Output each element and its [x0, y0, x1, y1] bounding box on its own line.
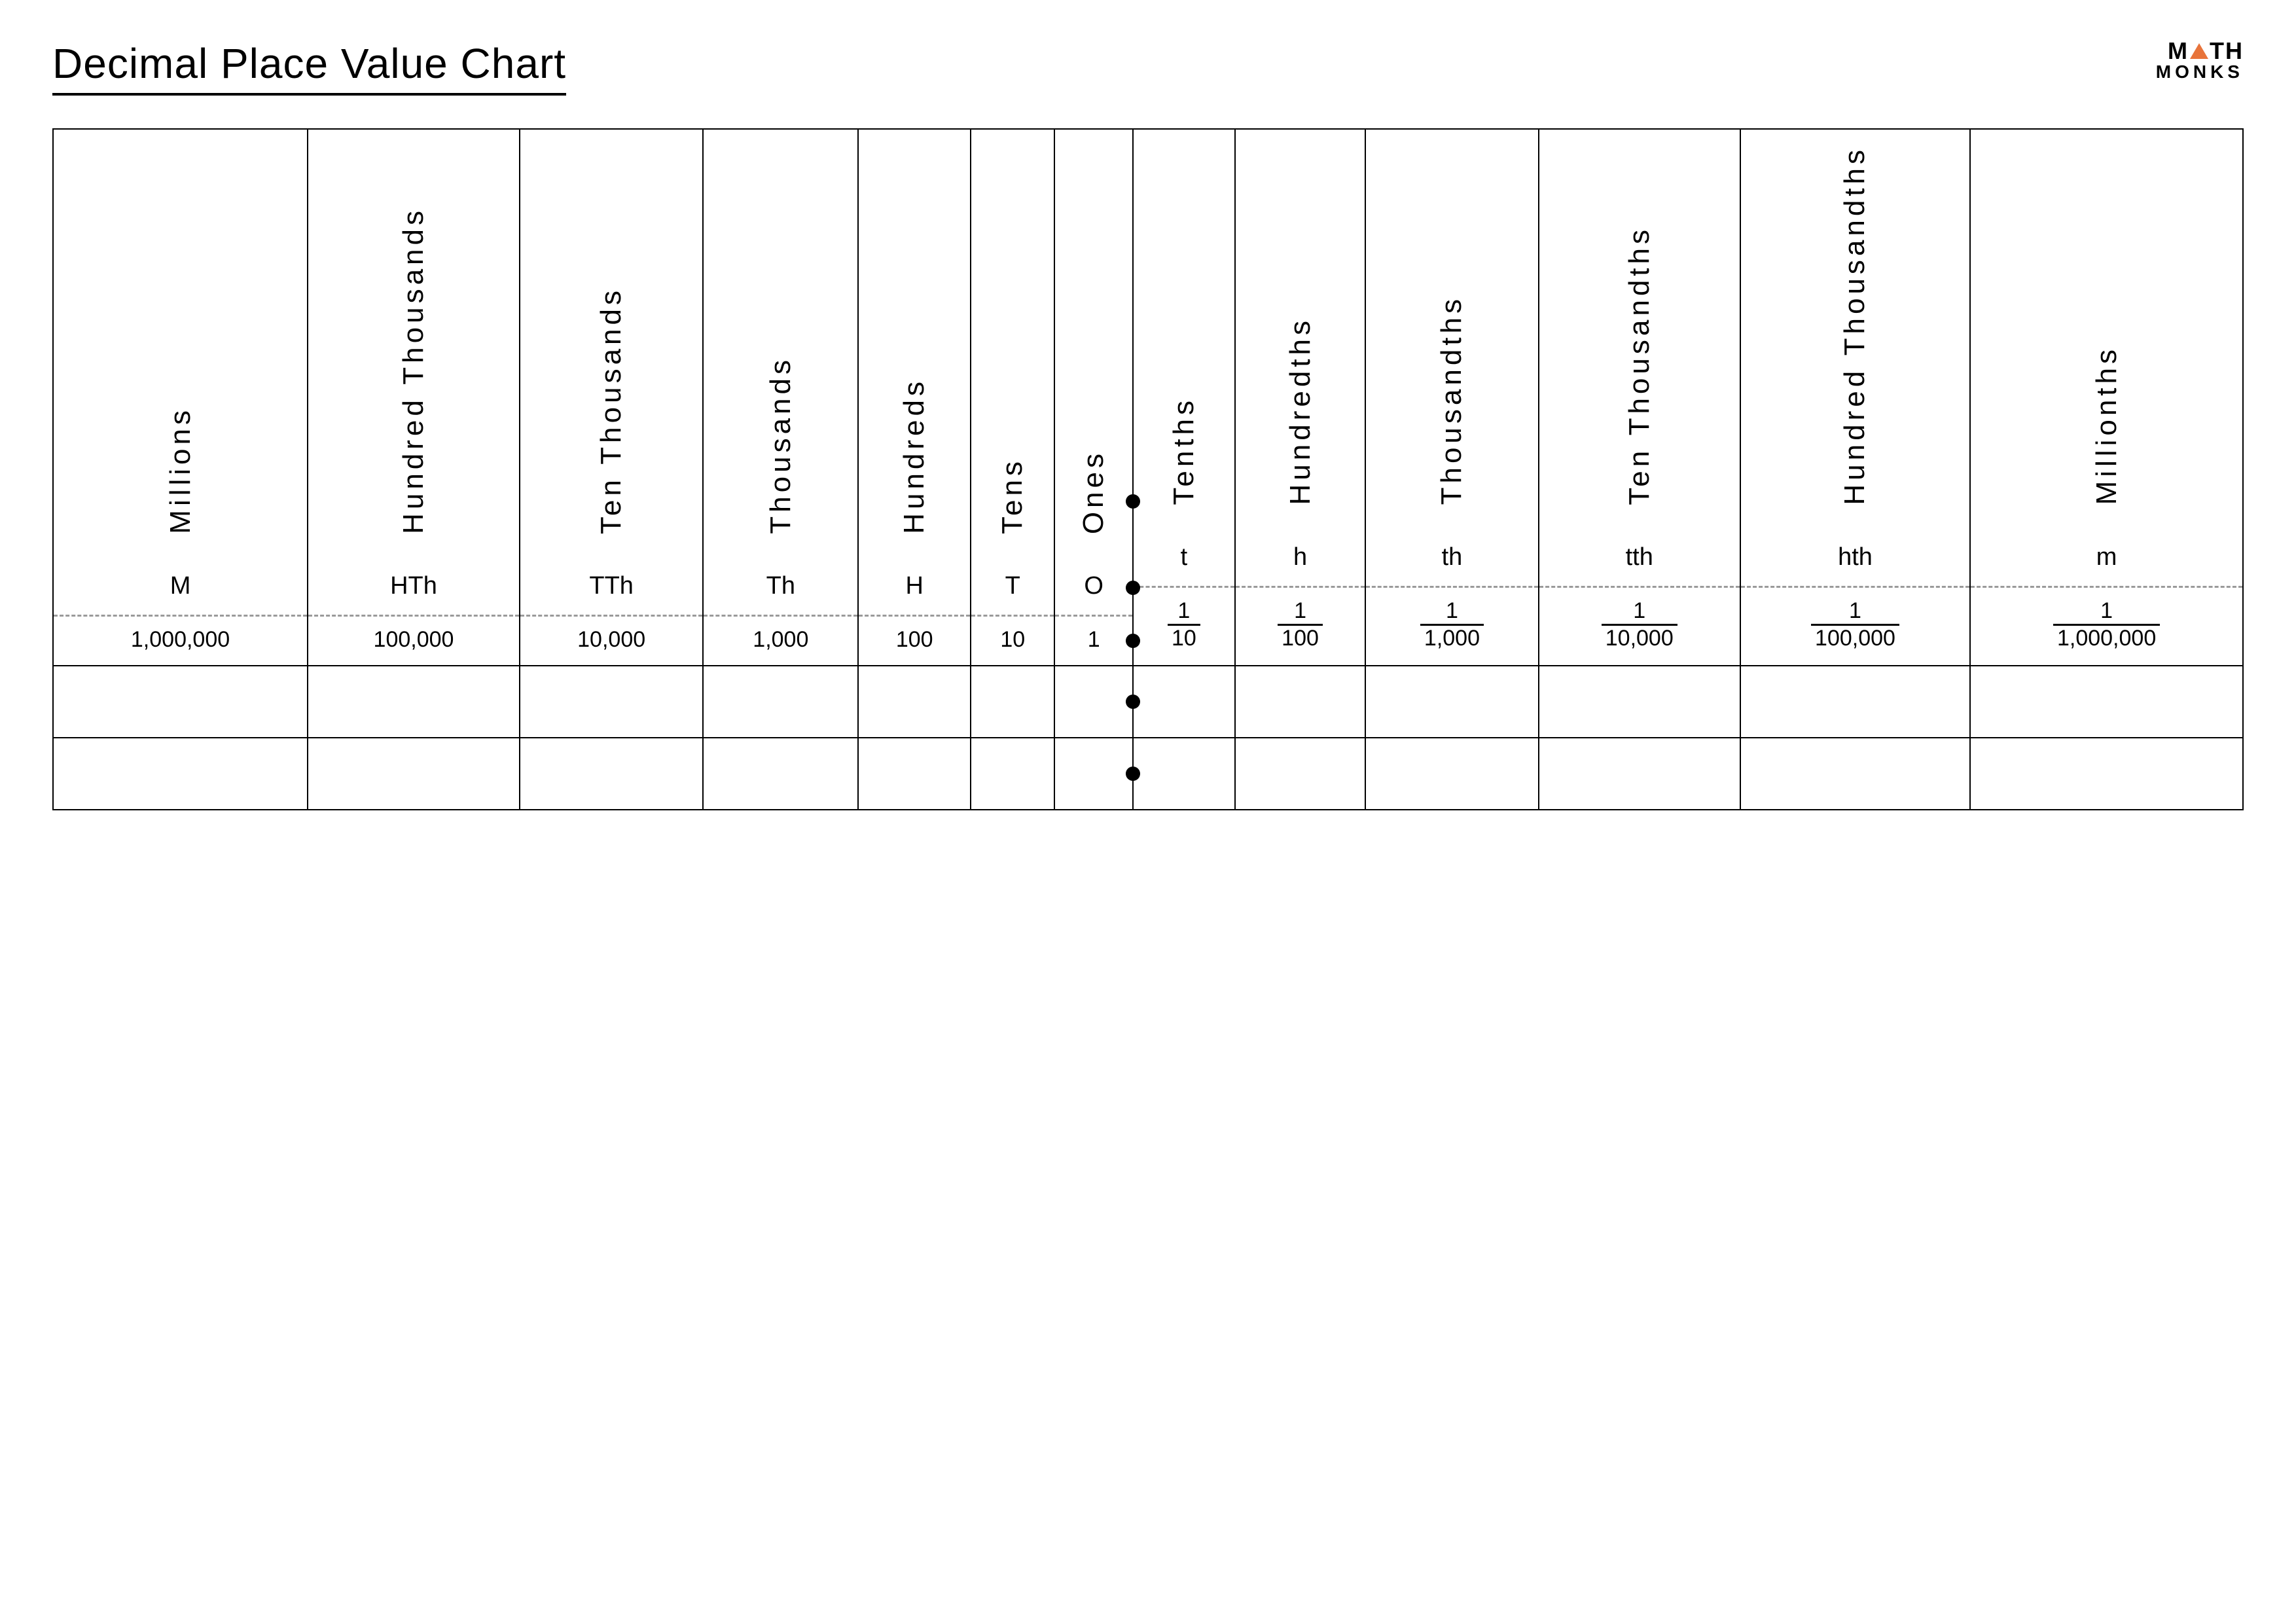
logo-text-th: TH: [2210, 39, 2244, 63]
blank-cell: [1970, 666, 2243, 738]
logo-text-m: M: [2168, 39, 2189, 63]
blank-cell: [703, 738, 858, 810]
logo-triangle-icon: [2190, 43, 2208, 59]
place-value: 11,000,000: [1971, 588, 2242, 665]
column-header: Thousands Th1,000: [703, 129, 858, 666]
blank-cell: [308, 738, 520, 810]
blank-cell: [1740, 666, 1970, 738]
column-header: Ten Thousands TTh10,000: [520, 129, 703, 666]
blank-cell: [1235, 666, 1365, 738]
blank-cell: [1539, 738, 1740, 810]
blank-cell: [1365, 738, 1539, 810]
blank-cell: [858, 666, 971, 738]
place-name: Thousands: [764, 356, 797, 534]
place-name: Millionths: [2090, 346, 2123, 505]
blank-cell: [1133, 738, 1235, 810]
place-value: 100: [859, 617, 970, 665]
place-value: 1100: [1236, 588, 1365, 665]
decimal-point-icon: [1126, 695, 1140, 709]
blank-cell: [1235, 738, 1365, 810]
column-header: Hundredths h1100: [1235, 129, 1365, 666]
place-abbr: t: [1134, 532, 1234, 586]
logo-line1: M TH: [2156, 39, 2244, 63]
place-abbr: m: [1971, 532, 2242, 586]
column-header: Thousandths th11,000: [1365, 129, 1539, 666]
place-name: Hundredths: [1284, 317, 1317, 505]
page-title: Decimal Place Value Chart: [52, 39, 566, 96]
logo: M TH MONKS: [2156, 39, 2244, 81]
place-abbr: O: [1055, 560, 1132, 615]
place-value-chart: MillionsM1,000,000Hundred ThousandsHTh10…: [52, 128, 2244, 810]
place-abbr: TTh: [520, 560, 702, 615]
blank-cell: [1054, 666, 1133, 738]
column-header: Hundred Thousands HTh100,000: [308, 129, 520, 666]
column-header: Ones O1: [1054, 129, 1133, 666]
place-value: 10,000: [520, 617, 702, 665]
column-header: Ten Thousandths tth110,000: [1539, 129, 1740, 666]
blank-cell: [971, 666, 1054, 738]
place-name: Tenths: [1168, 397, 1200, 505]
blank-cell: [1133, 666, 1235, 738]
place-value: 1,000: [704, 617, 857, 665]
place-abbr: HTh: [308, 560, 519, 615]
blank-cell: [703, 666, 858, 738]
place-abbr: Th: [704, 560, 857, 615]
place-value: 1100,000: [1741, 588, 1969, 665]
place-name: Ten Thousands: [595, 287, 628, 534]
column-header: Tens T10: [971, 129, 1054, 666]
place-name: Hundred Thousandths: [1839, 146, 1871, 505]
decimal-point-icon: [1126, 634, 1140, 648]
column-header: Tenths t110: [1133, 129, 1235, 666]
column-header: Millionths m11,000,000: [1970, 129, 2243, 666]
blank-cell: [520, 666, 703, 738]
place-abbr: T: [971, 560, 1054, 615]
place-name: Millions: [164, 406, 197, 534]
place-value: 1: [1055, 617, 1132, 665]
place-value: 100,000: [308, 617, 519, 665]
place-abbr: h: [1236, 532, 1365, 586]
column-header: Hundred Thousandths hth1100,000: [1740, 129, 1970, 666]
blank-cell: [1054, 738, 1133, 810]
place-abbr: H: [859, 560, 970, 615]
place-name: Hundreds: [898, 378, 931, 534]
blank-cell: [1970, 738, 2243, 810]
place-value: 110,000: [1539, 588, 1740, 665]
blank-cell: [308, 666, 520, 738]
blank-cell: [858, 738, 971, 810]
column-header: Millions M1,000,000: [53, 129, 308, 666]
place-value: 110: [1134, 588, 1234, 665]
place-abbr: M: [54, 560, 307, 615]
blank-cell: [520, 738, 703, 810]
blank-cell: [53, 738, 308, 810]
decimal-point-icon: [1126, 581, 1140, 595]
place-name: Hundred Thousands: [397, 207, 430, 534]
place-value-table: MillionsM1,000,000Hundred ThousandsHTh10…: [52, 128, 2244, 810]
place-abbr: th: [1366, 532, 1538, 586]
decimal-point-icon: [1126, 767, 1140, 781]
place-name: Tens: [996, 458, 1029, 534]
blank-cell: [1740, 738, 1970, 810]
place-abbr: tth: [1539, 532, 1740, 586]
blank-cell: [971, 738, 1054, 810]
place-name: Thousandths: [1435, 295, 1468, 505]
decimal-point-icon: [1126, 494, 1140, 509]
logo-line2: MONKS: [2156, 63, 2244, 81]
blank-cell: [53, 666, 308, 738]
place-value: 10: [971, 617, 1054, 665]
column-header: Hundreds H100: [858, 129, 971, 666]
place-name: Ones: [1077, 450, 1110, 534]
place-value: 11,000: [1366, 588, 1538, 665]
place-name: Ten Thousandths: [1623, 226, 1656, 505]
place-value: 1,000,000: [54, 617, 307, 665]
header: Decimal Place Value Chart M TH MONKS: [52, 39, 2244, 96]
blank-cell: [1365, 666, 1539, 738]
place-abbr: hth: [1741, 532, 1969, 586]
blank-cell: [1539, 666, 1740, 738]
